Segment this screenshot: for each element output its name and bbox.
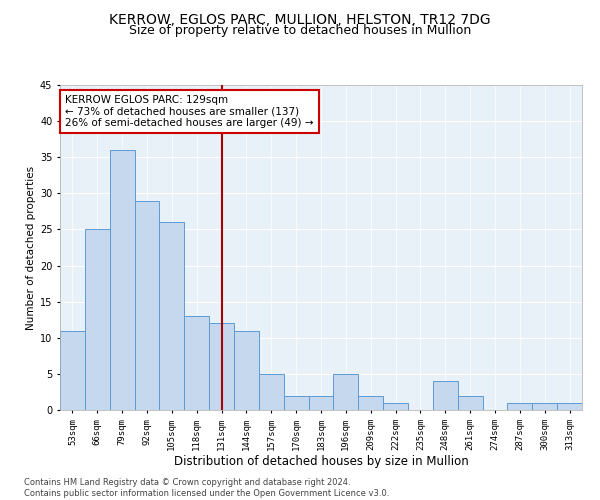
Bar — [209, 324, 234, 410]
Text: Size of property relative to detached houses in Mullion: Size of property relative to detached ho… — [129, 24, 471, 37]
Text: KERROW, EGLOS PARC, MULLION, HELSTON, TR12 7DG: KERROW, EGLOS PARC, MULLION, HELSTON, TR… — [109, 12, 491, 26]
Bar — [284, 396, 308, 410]
Text: KERROW EGLOS PARC: 129sqm
← 73% of detached houses are smaller (137)
26% of semi: KERROW EGLOS PARC: 129sqm ← 73% of detac… — [65, 94, 314, 128]
Bar — [184, 316, 209, 410]
Bar — [85, 230, 110, 410]
Bar — [557, 403, 582, 410]
Bar — [134, 200, 160, 410]
Bar — [508, 403, 532, 410]
Bar — [334, 374, 358, 410]
Bar — [259, 374, 284, 410]
Bar — [458, 396, 482, 410]
Text: Contains HM Land Registry data © Crown copyright and database right 2024.
Contai: Contains HM Land Registry data © Crown c… — [24, 478, 389, 498]
Bar — [110, 150, 134, 410]
Bar — [358, 396, 383, 410]
Bar — [60, 330, 85, 410]
Bar — [308, 396, 334, 410]
X-axis label: Distribution of detached houses by size in Mullion: Distribution of detached houses by size … — [173, 456, 469, 468]
Bar — [433, 381, 458, 410]
Bar — [532, 403, 557, 410]
Bar — [383, 403, 408, 410]
Bar — [160, 222, 184, 410]
Bar — [234, 330, 259, 410]
Y-axis label: Number of detached properties: Number of detached properties — [26, 166, 35, 330]
